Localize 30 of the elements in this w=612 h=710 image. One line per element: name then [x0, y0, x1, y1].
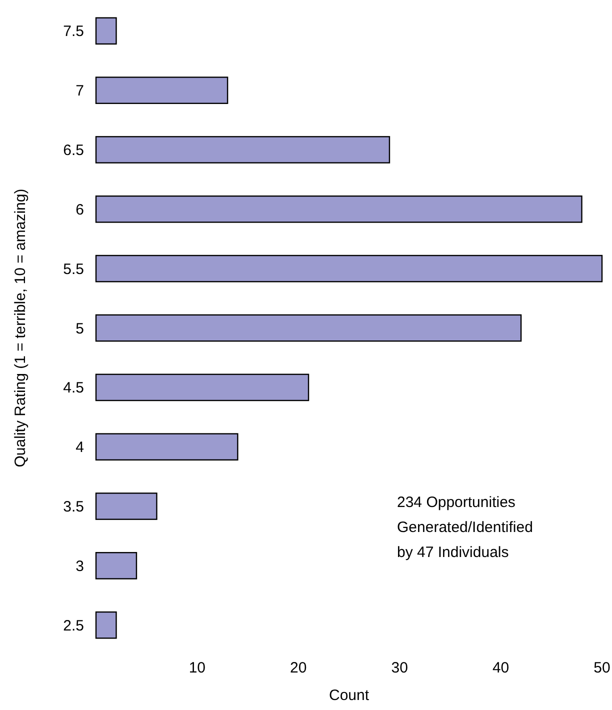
y-tick-label: 7.5: [63, 23, 84, 40]
bar: [95, 433, 238, 461]
bar: [95, 195, 582, 223]
x-tick-label: 10: [188, 659, 206, 676]
y-axis-title: Quality Rating (1 = terrible, 10 = amazing): [12, 188, 29, 468]
x-tick-label: 20: [290, 659, 307, 676]
bar: [95, 374, 310, 402]
x-axis-title: Count: [328, 687, 370, 704]
y-tick-label: 5.5: [63, 260, 84, 278]
bar: [95, 314, 522, 342]
bar: [95, 17, 117, 45]
y-tick-label: 2.5: [63, 617, 84, 634]
bar: [95, 611, 117, 639]
x-tick-label: 40: [492, 659, 510, 676]
bar: [95, 76, 228, 104]
y-tick-label: 4.5: [63, 380, 84, 397]
x-tick-label: 30: [391, 659, 408, 676]
x-tick-label: 50: [594, 659, 610, 676]
y-tick-label: 6.5: [63, 142, 84, 159]
y-tick-label: 4: [76, 439, 84, 456]
annotation: 234 Opportunities Generated/Identified by 47 Individuals: [397, 494, 533, 561]
bar: [95, 492, 158, 520]
y-tick-label: 3: [76, 558, 84, 575]
y-tick-label: 5: [76, 320, 84, 338]
y-tick-label: 7: [76, 82, 84, 100]
y-tick-label: 6: [76, 201, 84, 218]
y-tick-label: 3.5: [63, 498, 84, 516]
bar: [95, 254, 603, 282]
bar: [95, 136, 390, 164]
bar: [95, 552, 138, 580]
